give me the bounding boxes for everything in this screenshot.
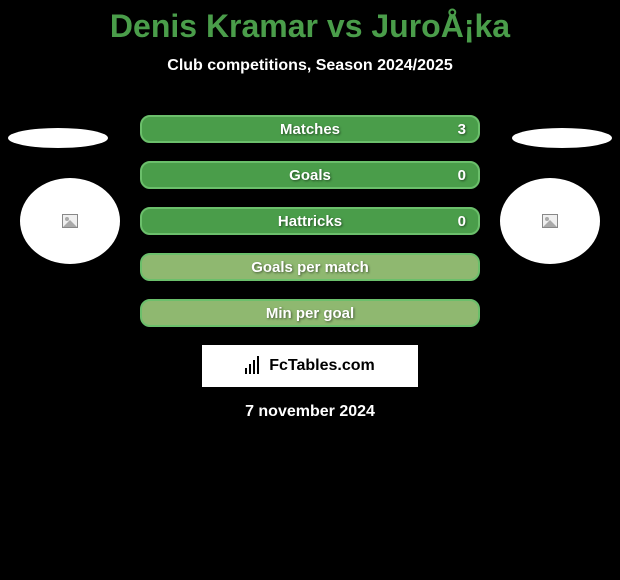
stat-value: 0 [458,213,466,230]
stat-row-matches: Matches 3 [140,115,480,143]
stat-label: Hattricks [278,213,342,230]
image-placeholder-icon [542,214,558,228]
stats-container: Matches 3 Goals 0 Hattricks 0 Goals per … [140,115,480,327]
left-ellipse-decoration [8,128,108,148]
right-ellipse-decoration [512,128,612,148]
stat-label: Goals per match [251,259,369,276]
branding-text: FcTables.com [269,357,375,375]
stat-row-goals-per-match: Goals per match [140,253,480,281]
stat-label: Min per goal [266,305,354,322]
stat-label: Matches [280,121,340,138]
stat-label: Goals [289,167,331,184]
page-subtitle: Club competitions, Season 2024/2025 [0,57,620,75]
stat-value: 0 [458,167,466,184]
branding-box: FcTables.com [202,345,418,387]
footer-date: 7 november 2024 [0,403,620,421]
page-title: Denis Kramar vs JuroÅ¡ka [0,0,620,45]
stat-row-goals: Goals 0 [140,161,480,189]
left-player-avatar [20,178,120,264]
chart-icon [245,356,265,376]
stat-row-hattricks: Hattricks 0 [140,207,480,235]
stat-row-min-per-goal: Min per goal [140,299,480,327]
right-player-avatar [500,178,600,264]
stat-value: 3 [458,121,466,138]
image-placeholder-icon [62,214,78,228]
